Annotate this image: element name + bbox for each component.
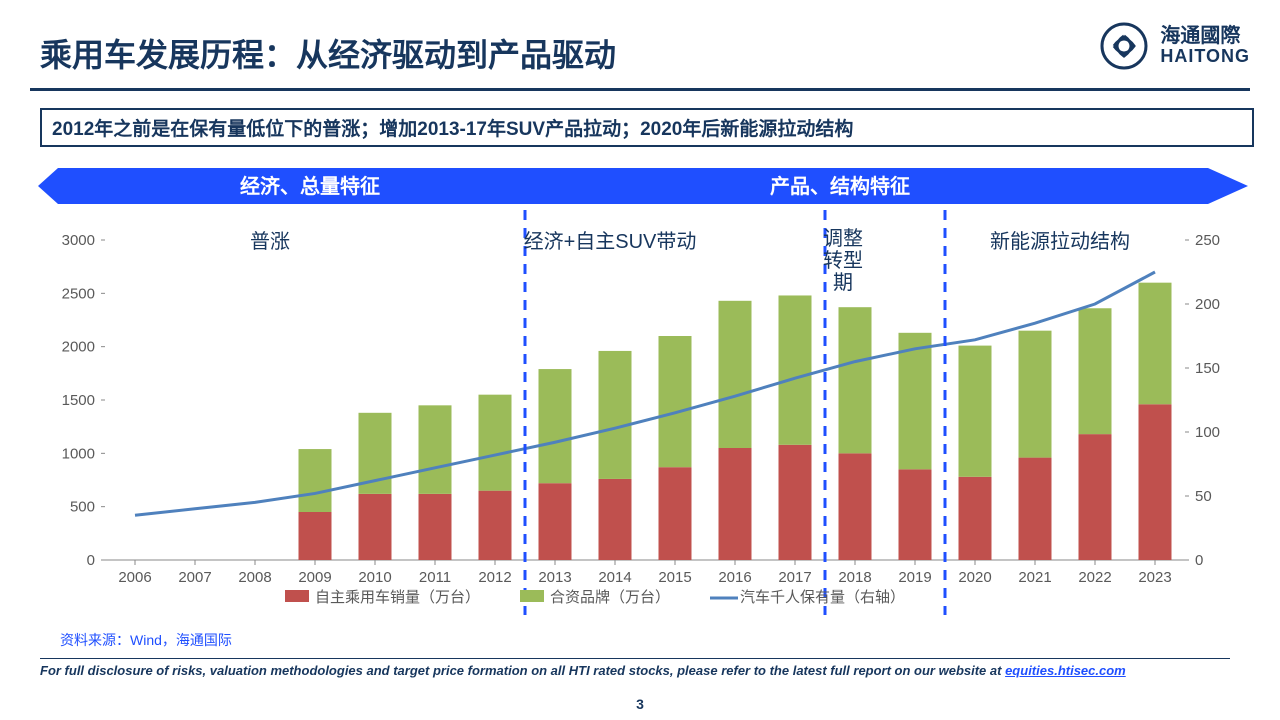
svg-text:2500: 2500	[62, 285, 95, 302]
svg-text:2015: 2015	[658, 569, 691, 586]
svg-text:250: 250	[1195, 232, 1220, 249]
arrow-label-right: 产品、结构特征	[770, 170, 910, 199]
svg-text:2008: 2008	[238, 569, 271, 586]
svg-text:500: 500	[70, 499, 95, 516]
disclosure-link[interactable]: equities.htisec.com	[1005, 663, 1126, 678]
svg-text:2017: 2017	[778, 569, 811, 586]
svg-text:1000: 1000	[62, 445, 95, 462]
svg-text:2019: 2019	[898, 569, 931, 586]
disclosure-body: For full disclosure of risks, valuation …	[40, 663, 1005, 678]
svg-text:1500: 1500	[62, 392, 95, 409]
title-rule	[30, 88, 1250, 91]
logo: 海通國際 HAITONG	[1096, 18, 1250, 74]
logo-text: 海通國際 HAITONG	[1160, 25, 1250, 67]
svg-text:2013: 2013	[538, 569, 571, 586]
logo-cn: 海通國際	[1160, 25, 1250, 47]
slide: 乘用车发展历程：从经济驱动到产品驱动 海通國際 HAITONG 2012年之前是…	[0, 0, 1280, 720]
phase-label: 调整 转型 期	[753, 228, 933, 294]
data-source: 资料来源：Wind，海通国际	[60, 630, 232, 650]
phase-label: 普涨	[180, 228, 360, 256]
svg-text:2009: 2009	[298, 569, 331, 586]
page-title: 乘用车发展历程：从经济驱动到产品驱动	[40, 30, 616, 76]
svg-text:50: 50	[1195, 488, 1212, 505]
svg-text:200: 200	[1195, 296, 1220, 313]
svg-text:2014: 2014	[598, 569, 631, 586]
haitong-knot-icon	[1100, 22, 1148, 70]
svg-text:0: 0	[1195, 552, 1203, 569]
svg-text:2011: 2011	[419, 569, 451, 586]
svg-text:2010: 2010	[358, 569, 391, 586]
svg-text:2006: 2006	[118, 569, 151, 586]
svg-text:2012: 2012	[478, 569, 511, 586]
svg-text:汽车千人保有量（右轴）: 汽车千人保有量（右轴）	[740, 589, 905, 606]
disclosure-text: For full disclosure of risks, valuation …	[40, 658, 1230, 678]
logo-icon	[1096, 18, 1152, 74]
svg-text:3000: 3000	[62, 232, 95, 249]
main-chart: 0 500 1000 1500 2000 2500 3000 0 50 100 150 200 250 2…	[50, 220, 1240, 590]
svg-text:2016: 2016	[718, 569, 751, 586]
svg-text:合资品牌（万台）: 合资品牌（万台）	[550, 589, 670, 606]
svg-text:2022: 2022	[1078, 569, 1111, 586]
svg-text:2007: 2007	[178, 569, 211, 586]
page-number: 3	[0, 696, 1280, 712]
phase-label: 经济+自主SUV带动	[520, 228, 700, 256]
chart-svg: 0 500 1000 1500 2000 2500 3000 0 50 100 150 200 250 2…	[50, 220, 1240, 630]
logo-en: HAITONG	[1160, 47, 1250, 67]
subtitle-box: 2012年之前是在保有量低位下的普涨；增加2013-17年SUV产品拉动；202…	[40, 108, 1254, 147]
svg-text:自主乘用车销量（万台）: 自主乘用车销量（万台）	[315, 589, 480, 606]
arrow-label-left: 经济、总量特征	[240, 170, 380, 199]
svg-text:2023: 2023	[1138, 569, 1171, 586]
svg-text:0: 0	[87, 552, 95, 569]
svg-text:2000: 2000	[62, 339, 95, 356]
phase-arrow	[38, 168, 1248, 204]
svg-text:100: 100	[1195, 424, 1220, 441]
phase-label: 新能源拉动结构	[970, 228, 1150, 256]
svg-text:2021: 2021	[1018, 569, 1051, 586]
svg-text:2020: 2020	[958, 569, 991, 586]
svg-text:150: 150	[1195, 360, 1220, 377]
svg-text:2018: 2018	[838, 569, 871, 586]
